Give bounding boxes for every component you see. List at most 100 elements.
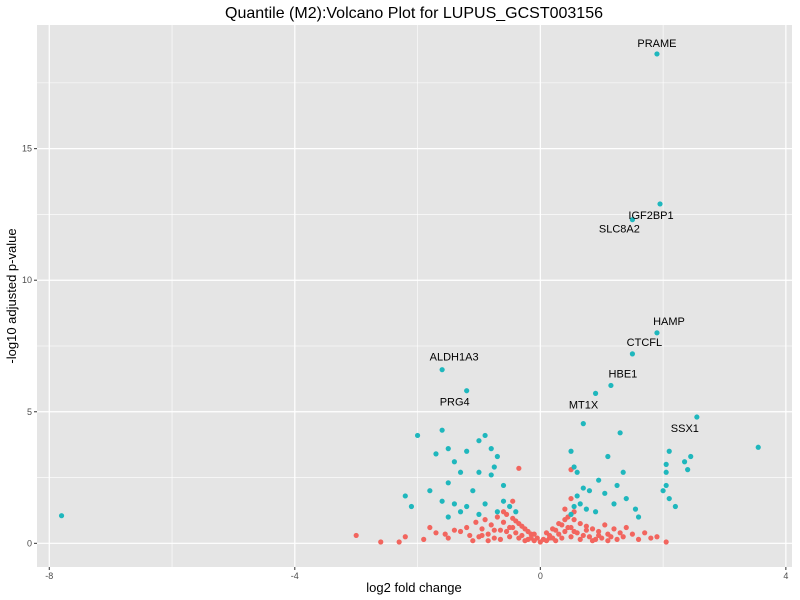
gene-labels: PRAME IGF2BP1 SLC8A2 HAMP CTCFL ALDH1A3 HBE1 PR… xyxy=(430,38,699,435)
nonsignificant-point xyxy=(562,506,568,512)
gene-label: PRAME xyxy=(637,38,676,50)
gene-label: MT1X xyxy=(569,399,599,411)
significant-point xyxy=(596,477,602,483)
significant-point xyxy=(482,501,488,507)
nonsignificant-point xyxy=(654,534,660,540)
nonsignificant-point xyxy=(378,539,384,545)
labeled-gene-point xyxy=(629,217,636,223)
significant-point xyxy=(494,509,500,515)
significant-point xyxy=(663,482,669,489)
x-tick-label: -8 xyxy=(45,571,53,581)
nonsignificant-point xyxy=(510,498,516,504)
nonsignificant-point xyxy=(605,538,611,544)
nonsignificant-point xyxy=(457,528,464,535)
significant-point xyxy=(568,448,574,454)
gene-label: HBE1 xyxy=(609,368,638,380)
nonsignificant-point xyxy=(614,536,620,542)
nonsignificant-point xyxy=(491,535,497,541)
significant-point xyxy=(688,453,694,460)
significant-point xyxy=(58,513,65,519)
nonsignificant-point xyxy=(507,534,513,540)
significant-point xyxy=(457,469,464,475)
significant-point xyxy=(513,509,519,515)
labeled-gene-point xyxy=(654,330,660,336)
x-axis-title: log2 fold change xyxy=(366,580,461,595)
significant-point xyxy=(660,488,666,494)
significant-point xyxy=(408,503,415,510)
labeled-gene-point xyxy=(592,390,599,396)
nonsignificant-point xyxy=(611,526,617,532)
nonsignificant-point xyxy=(488,522,494,528)
labeled-gene-point xyxy=(654,51,660,57)
gene-label: ALDH1A3 xyxy=(430,352,479,364)
significant-point xyxy=(445,514,451,520)
data-points xyxy=(58,51,761,545)
nonsignificant-point xyxy=(464,524,470,531)
x-tick-label: 4 xyxy=(783,571,788,581)
nonsignificant-point xyxy=(473,519,479,525)
labeled-gene-point xyxy=(608,382,614,389)
significant-point xyxy=(445,480,451,486)
gene-label: HAMP xyxy=(653,316,685,328)
gene-label: SSX1 xyxy=(671,423,699,435)
nonsignificant-point xyxy=(451,527,457,533)
significant-point xyxy=(611,501,617,507)
significant-point xyxy=(632,506,639,512)
nonsignificant-point xyxy=(433,530,439,536)
significant-point xyxy=(451,459,457,465)
significant-point xyxy=(574,469,580,475)
significant-point xyxy=(663,469,669,475)
significant-point xyxy=(439,498,445,504)
nonsignificant-point xyxy=(494,514,500,520)
significant-point xyxy=(439,427,445,433)
significant-point xyxy=(476,511,482,517)
nonsignificant-point xyxy=(620,534,626,540)
nonsignificant-point xyxy=(525,528,531,535)
nonsignificant-point xyxy=(421,536,427,542)
nonsignificant-point xyxy=(497,536,504,542)
significant-point xyxy=(500,498,507,504)
x-tick-label: 0 xyxy=(538,571,543,581)
significant-point xyxy=(617,430,623,436)
nonsignificant-point xyxy=(519,523,525,529)
nonsignificant-point xyxy=(553,538,559,544)
significant-point xyxy=(685,467,691,473)
nonsignificant-point xyxy=(583,523,589,529)
nonsignificant-point xyxy=(608,534,614,540)
nonsignificant-point xyxy=(562,528,568,535)
gene-label: PRG4 xyxy=(440,397,470,409)
nonsignificant-point xyxy=(522,538,528,544)
significant-point xyxy=(488,472,494,478)
significant-point xyxy=(586,488,593,494)
nonsignificant-point xyxy=(543,530,550,536)
labeled-gene-point xyxy=(629,351,636,357)
significant-point xyxy=(402,493,408,499)
nonsignificant-point xyxy=(629,531,636,537)
labeled-gene-point xyxy=(694,414,700,420)
significant-point xyxy=(623,495,629,502)
labeled-gene-point xyxy=(464,388,470,394)
significant-point xyxy=(571,464,577,470)
nonsignificant-point xyxy=(602,522,608,528)
nonsignificant-point xyxy=(467,532,473,539)
nonsignificant-point xyxy=(479,526,485,532)
nonsignificant-point xyxy=(663,539,669,545)
nonsignificant-point xyxy=(513,530,519,536)
significant-point xyxy=(666,495,672,502)
significant-point xyxy=(414,432,421,439)
nonsignificant-point xyxy=(571,528,577,535)
significant-point xyxy=(663,461,669,467)
nonsignificant-point xyxy=(485,531,491,537)
nonsignificant-point xyxy=(482,517,488,523)
labeled-gene-point xyxy=(657,201,663,207)
nonsignificant-point xyxy=(550,526,556,532)
nonsignificant-point xyxy=(577,520,583,527)
significant-point xyxy=(635,514,642,520)
nonsignificant-point xyxy=(510,524,516,531)
gene-label: IGF2BP1 xyxy=(628,210,673,222)
significant-point xyxy=(433,451,439,457)
nonsignificant-point xyxy=(586,534,593,540)
nonsignificant-point xyxy=(479,532,485,539)
nonsignificant-point xyxy=(568,495,574,502)
